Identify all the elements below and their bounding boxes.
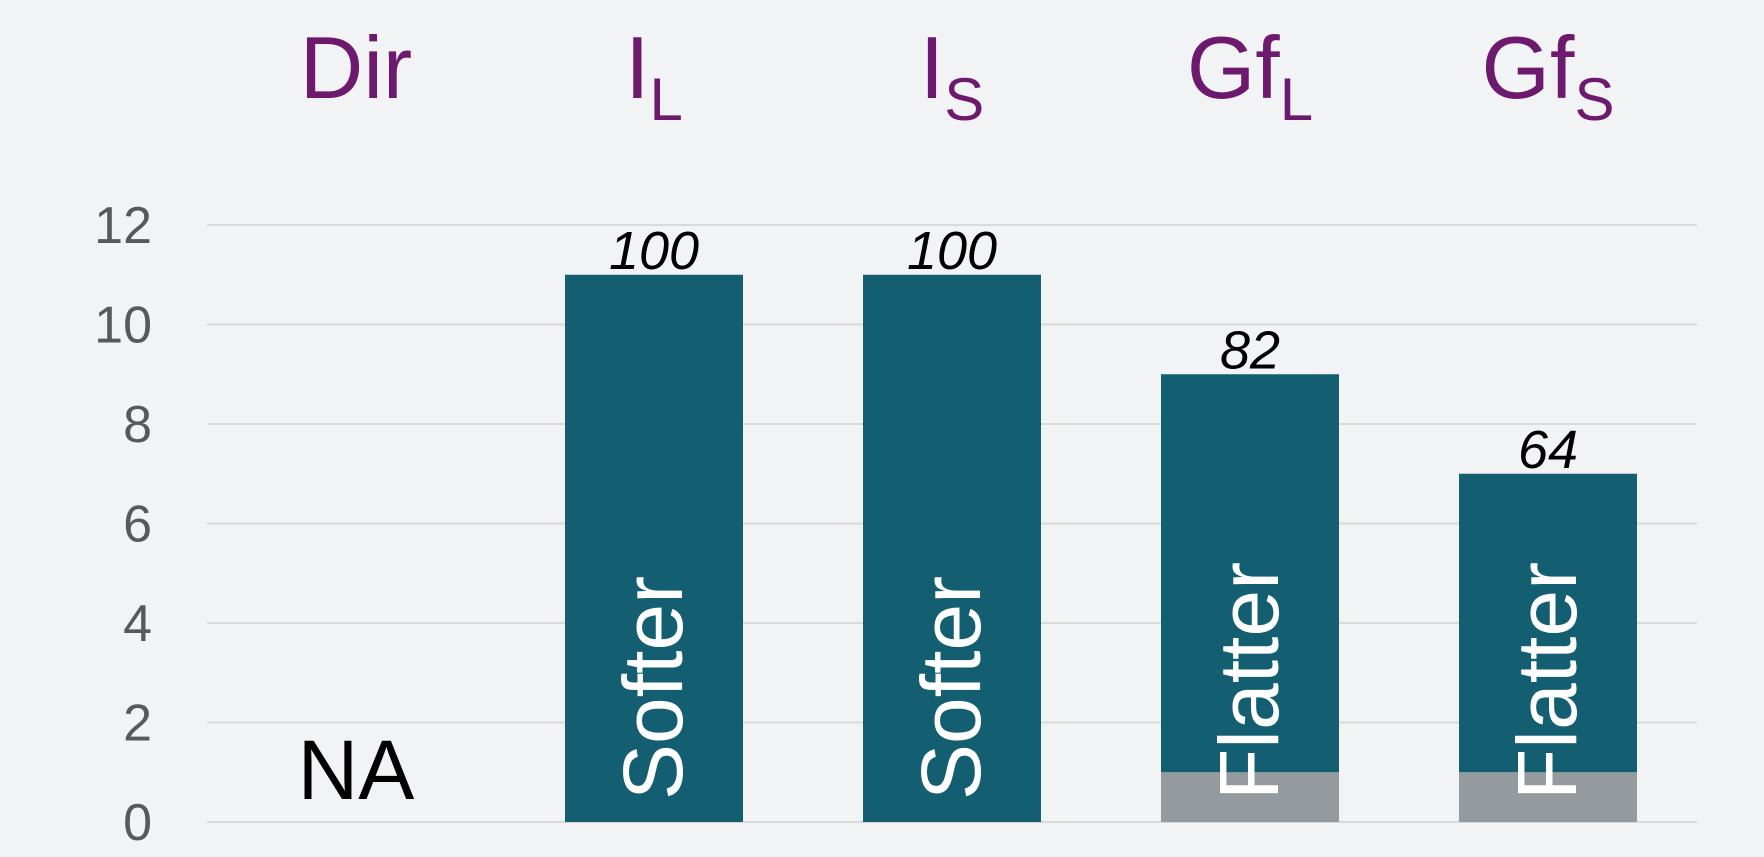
y-tick-label: 10 (94, 297, 152, 355)
category-name: Gf (1482, 18, 1575, 117)
y-tick-label: 6 (123, 496, 152, 554)
bar-label: Flatter (1500, 562, 1594, 800)
category-label: GfS (1482, 18, 1615, 133)
top-label: 100 (907, 221, 997, 281)
top-label: 82 (1220, 320, 1280, 380)
bar-label: NA (298, 723, 415, 817)
y-tick-label: 4 (123, 595, 152, 653)
bar-segment (1459, 772, 1637, 822)
category-label: IL (625, 18, 683, 133)
category-label: GfL (1187, 18, 1313, 133)
bar-label: Softer (904, 576, 998, 800)
category-label: Dir (300, 18, 412, 117)
category-subscript: S (1574, 66, 1614, 133)
bar-segment (1161, 772, 1339, 822)
category-subscript: L (650, 66, 683, 133)
category-name: Gf (1187, 18, 1280, 117)
category-name: I (920, 18, 944, 117)
bar-segment (863, 274, 1041, 822)
bar-segment (565, 274, 743, 822)
category-label: IS (920, 18, 984, 133)
bar-segment (1459, 473, 1637, 773)
category-subscript: S (944, 66, 984, 133)
y-tick-label: 12 (94, 197, 152, 255)
y-tick-label: 0 (123, 794, 152, 852)
bar-label: Softer (606, 576, 700, 800)
y-tick-label: 2 (123, 695, 152, 753)
top-label: 100 (609, 221, 699, 281)
y-tick-label: 8 (123, 396, 152, 454)
bar-label: Flatter (1202, 562, 1296, 800)
bar-segment (1161, 374, 1339, 773)
category-subscript: L (1280, 66, 1313, 133)
top-label: 64 (1518, 420, 1578, 480)
category-name: Dir (300, 18, 412, 117)
category-name: I (625, 18, 649, 117)
